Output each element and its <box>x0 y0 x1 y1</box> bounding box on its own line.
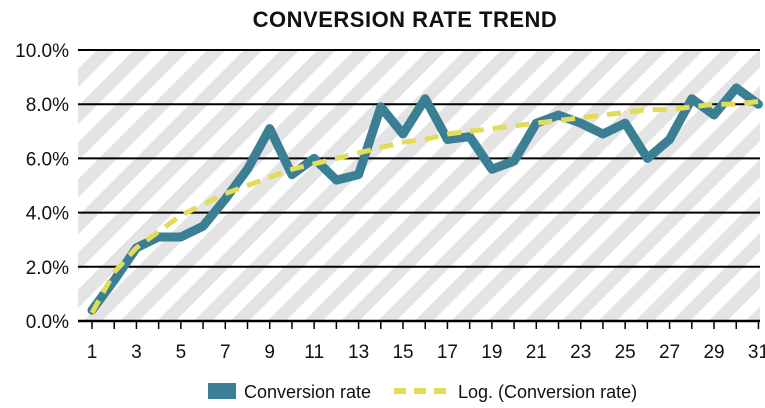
y-tick-label: 8.0% <box>26 95 69 116</box>
series-line-log-trend <box>89 99 759 315</box>
x-tick-label: 23 <box>570 342 591 363</box>
legend: Conversion rate Log. (Conversion rate) <box>208 382 637 402</box>
chart-title: CONVERSION RATE TREND <box>253 7 558 32</box>
x-tick-label: 3 <box>131 342 142 363</box>
series-layer <box>87 83 763 315</box>
series-line-conversion-rate <box>87 83 763 315</box>
x-tick-label: 21 <box>526 342 547 363</box>
x-tick-label: 15 <box>392 342 413 363</box>
x-axis: 1 3 5 7 9 11 13 15 17 19 21 23 25 27 29 31 <box>87 321 765 363</box>
x-tick-label: 19 <box>481 342 502 363</box>
y-tick-label: 2.0% <box>26 258 69 279</box>
x-tick-label: 29 <box>703 342 724 363</box>
x-tick-label: 5 <box>176 342 187 363</box>
legend-label-conversion-rate: Conversion rate <box>244 382 371 402</box>
y-tick-label: 0.0% <box>26 312 69 333</box>
y-tick-label: 6.0% <box>26 149 69 170</box>
legend-label-log-trend: Log. (Conversion rate) <box>458 382 637 402</box>
y-tick-label: 10.0% <box>15 41 69 62</box>
plot-background <box>78 50 760 321</box>
x-tick-label: 7 <box>220 342 231 363</box>
x-tick-label: 27 <box>659 342 680 363</box>
y-tick-label: 4.0% <box>26 204 69 225</box>
x-tick-label: 31 <box>748 342 765 363</box>
x-tick-label: 1 <box>87 342 98 363</box>
x-tick-label: 11 <box>304 342 324 363</box>
x-tick-label: 13 <box>348 342 369 363</box>
legend-swatch-conversion-rate <box>208 383 236 399</box>
y-axis-ticks: 0.0% 2.0% 4.0% 6.0% 8.0% 10.0% <box>15 41 69 333</box>
x-tick-label: 25 <box>615 342 636 363</box>
x-tick-label: 17 <box>437 342 458 363</box>
x-tick-label: 9 <box>264 342 275 363</box>
